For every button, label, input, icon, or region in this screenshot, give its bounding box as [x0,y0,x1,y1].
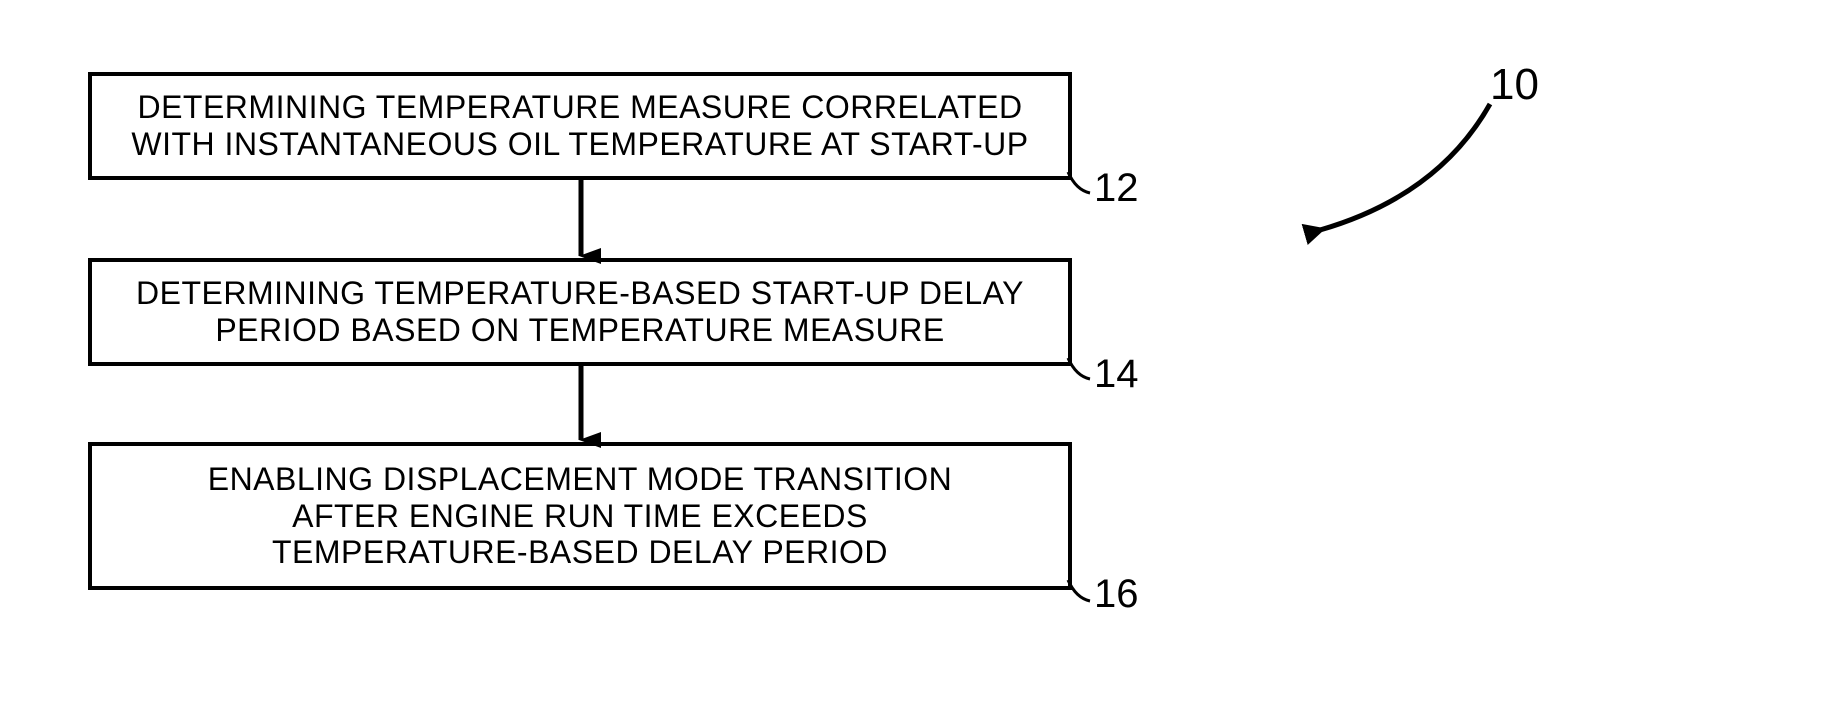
step-reference-number: 12 [1094,166,1139,211]
step-reference-number: 16 [1094,572,1139,617]
flowchart-canvas: DETERMINING TEMPERATURE MEASURE CORRELAT… [0,0,1848,706]
connectors-svg [0,0,1848,706]
figure-reference-main: 10 [1490,60,1539,110]
step-reference-number: 14 [1094,352,1139,397]
